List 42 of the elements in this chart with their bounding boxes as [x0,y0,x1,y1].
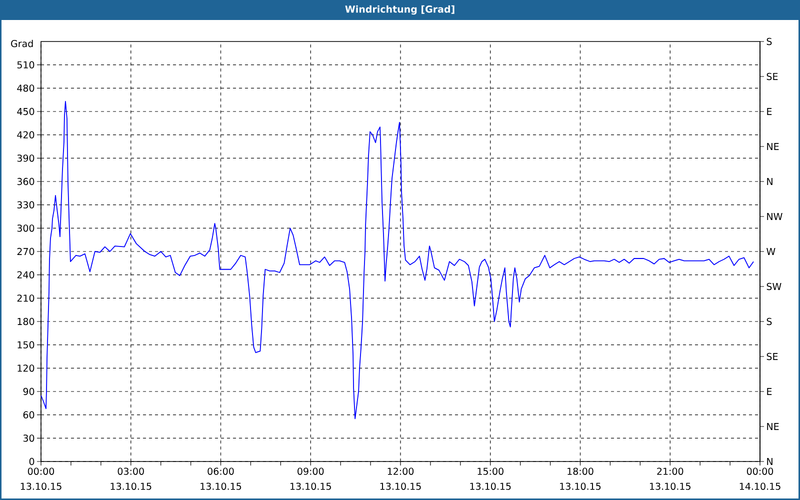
category-label: N [767,458,772,465]
y-tick-label: 480 [17,84,34,92]
x-tick-label: 15:00 13.10.15 [470,468,511,490]
y-tick-label: 390 [17,154,34,162]
category-label: S [766,318,772,326]
category-label: S [766,38,772,46]
y-tick-label: 360 [17,178,34,186]
x-tick-label: 03:00 13.10.15 [110,468,152,490]
y-tick-label: 30 [23,434,34,442]
y-tick-label: 450 [17,108,34,116]
y-tick-label: 90 [23,388,34,396]
y-axis-title: Grad [11,40,33,48]
category-label: SW [766,282,782,290]
category-label: NE [767,143,779,150]
x-tick-label: 21:00 13.10.15 [650,468,690,490]
y-tick-label: 330 [17,201,34,208]
category-label: SE [766,72,778,80]
x-tick-label: 00:00 13.10.15 [20,468,62,490]
y-tick-label: 300 [17,224,34,232]
y-tick-label: 180 [18,318,34,326]
category-label: SE [766,352,778,360]
category-label: NE [767,423,779,430]
x-tick-label: 18:00 13.10.15 [560,468,601,490]
y-tick-label: 240 [17,271,34,278]
category-label: E [767,108,772,115]
y-tick-label: 420 [17,131,34,138]
y-tick-label: 120 [18,364,34,372]
category-label: N [767,178,772,185]
y-tick-label: 510 [17,61,34,68]
y-tick-label: 210 [17,294,34,302]
x-tick-label: 00:00 14.10.15 [740,468,780,490]
y-tick-label: 150 [18,341,34,348]
y-tick-label: 60 [23,411,34,418]
x-tick-label: 09:00 13.10.15 [290,468,331,490]
chart-title: Windrichtung [Grad] [345,5,454,15]
category-label: W [766,248,776,255]
x-tick-label: 12:00 13.10.15 [380,468,421,490]
x-tick-label: 06:00 13.10.15 [200,468,242,490]
category-label: E [767,388,772,395]
y-tick-label: 270 [17,248,34,256]
y-tick-label: 0 [29,458,34,466]
category-label: NW [767,213,782,220]
